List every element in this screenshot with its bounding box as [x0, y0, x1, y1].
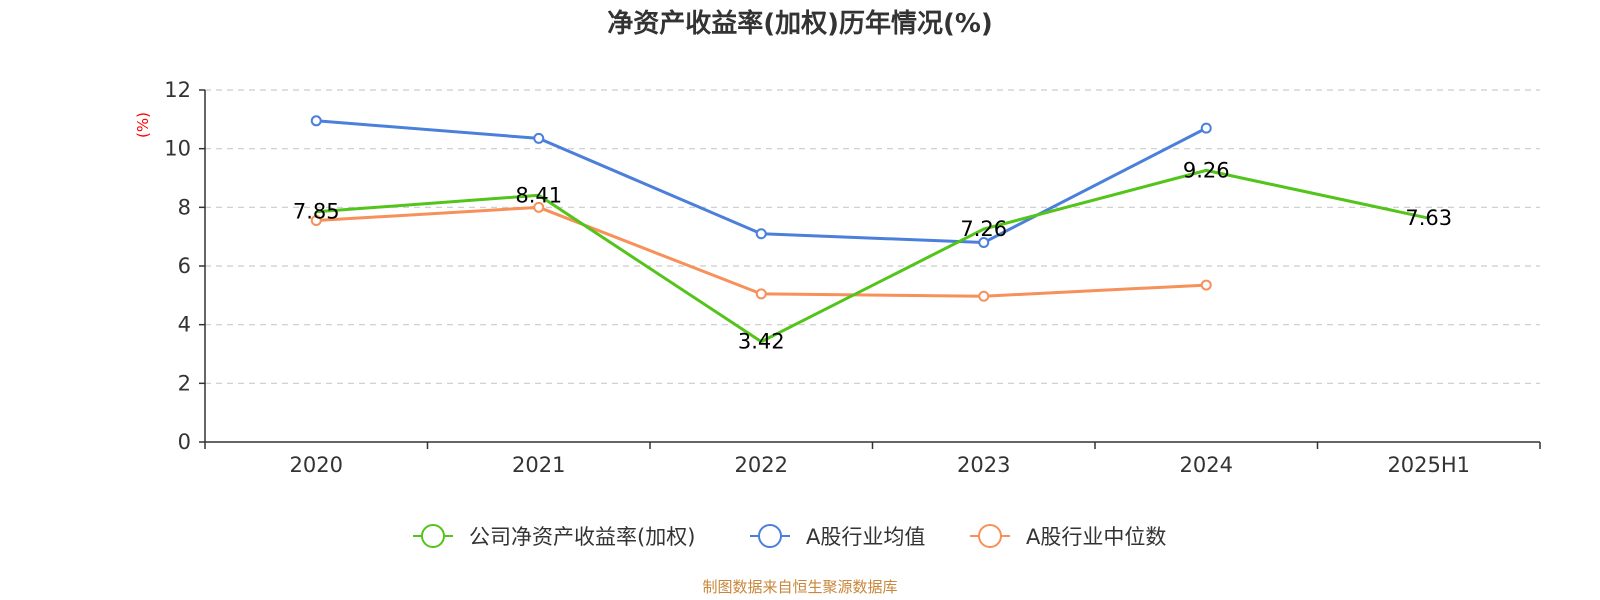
legend-label: 公司净资产收益率(加权) [469, 525, 695, 549]
series-line-0 [316, 168, 1430, 344]
data-label: 9.26 [1183, 158, 1230, 182]
data-label: 7.63 [1405, 206, 1452, 230]
data-label: 8.41 [515, 183, 562, 207]
data-point[interactable] [1200, 279, 1212, 291]
data-point[interactable] [755, 288, 767, 300]
data-label: 7.26 [960, 217, 1007, 241]
x-tick-label: 2020 [290, 453, 343, 477]
y-tick-label: 2 [178, 371, 191, 395]
data-point[interactable] [978, 290, 990, 302]
chart-title: 净资产收益率(加权)历年情况(%) [607, 8, 993, 39]
legend-label: A股行业均值 [806, 525, 925, 549]
y-axis-unit-label: (%) [134, 112, 152, 138]
y-tick-label: 12 [164, 78, 191, 102]
series-lines [310, 115, 1430, 344]
y-tick-label: 0 [178, 430, 191, 454]
axes: 0 2 4 6 8 10 12 2020 2021 2022 2023 2024 2025H1 [164, 78, 1541, 477]
x-tick-label: 2022 [735, 453, 788, 477]
legend-marker-icon [758, 524, 782, 548]
x-tick-label: 2024 [1180, 453, 1233, 477]
data-point[interactable] [533, 132, 545, 144]
gridlines [205, 89, 1540, 384]
x-tick-label: 2023 [957, 453, 1010, 477]
legend-item-1[interactable]: A股行业均值 [750, 524, 925, 549]
legend: 公司净资产收益率(加权) A股行业均值 A股行业中位数 [413, 524, 1166, 549]
series-line-1 [316, 119, 1207, 245]
data-point[interactable] [978, 237, 990, 249]
x-tick-label: 2025H1 [1387, 453, 1470, 477]
legend-item-0[interactable]: 公司净资产收益率(加权) [413, 524, 695, 549]
legend-label: A股行业中位数 [1026, 525, 1166, 549]
y-tick-label: 8 [178, 195, 191, 219]
y-tick-label: 4 [178, 313, 191, 337]
data-label: 7.85 [293, 200, 340, 224]
data-point[interactable] [755, 228, 767, 240]
x-tick-label: 2021 [512, 453, 565, 477]
data-point[interactable] [533, 201, 545, 213]
y-tick-label: 6 [178, 254, 191, 278]
legend-marker-icon [421, 524, 445, 548]
legend-item-2[interactable]: A股行业中位数 [970, 524, 1166, 549]
data-point[interactable] [310, 215, 322, 227]
data-point[interactable] [310, 115, 322, 127]
series-line-2 [316, 205, 1207, 298]
y-tick-label: 10 [164, 137, 191, 161]
source-note: 制图数据来自恒生聚源数据库 [702, 578, 897, 596]
data-labels: 7.85 8.41 3.42 7.26 9.26 7.63 [293, 158, 1452, 353]
data-point[interactable] [1200, 122, 1212, 134]
data-label: 3.42 [738, 330, 785, 354]
legend-marker-icon [978, 524, 1002, 548]
